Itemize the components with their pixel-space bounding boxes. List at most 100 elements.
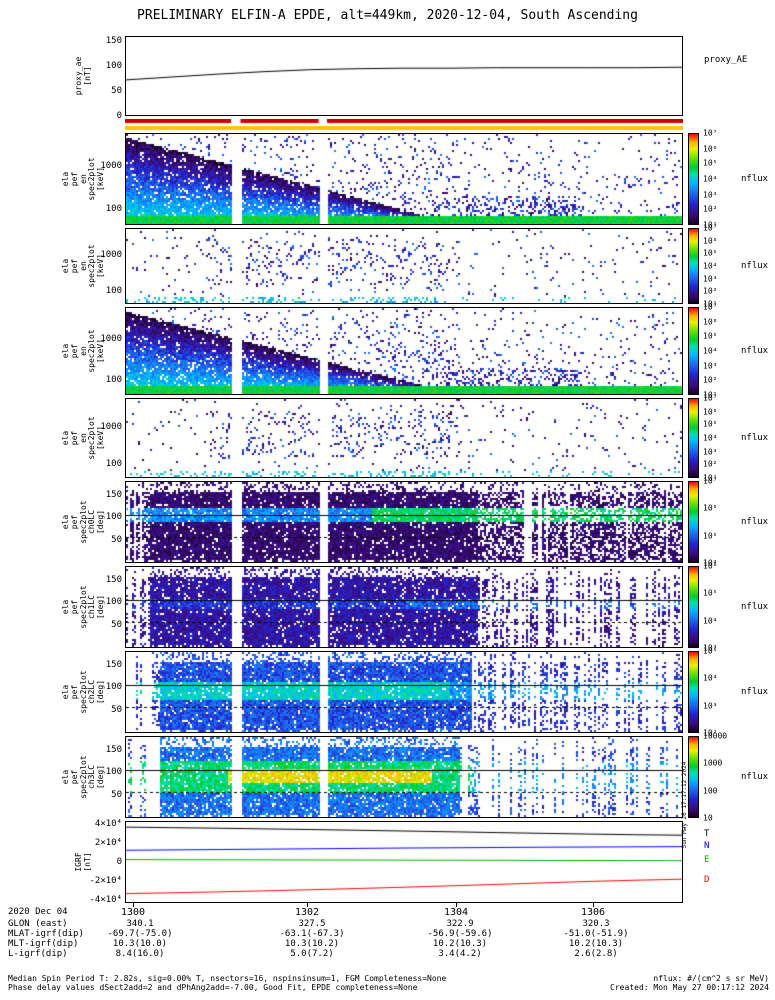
igrf-series-label-e: E [704, 855, 710, 866]
colorbar-title: nflux [741, 687, 769, 697]
y-tick-label: 50 [111, 86, 122, 97]
x-tick-mark [456, 903, 457, 907]
colorbar-tick-label: 10¹ [703, 473, 718, 483]
colorbar-title: nflux [741, 346, 769, 356]
creation-timestamp-vertical: Sun May 26 17:17:12 2024 [681, 761, 688, 849]
y-tick-label: 50 [111, 620, 122, 631]
colorbar-tick-label: 10⁵ [703, 531, 718, 541]
colorbar-title: nflux [741, 602, 769, 612]
row-value: 5.0(7.2) [290, 949, 334, 959]
y-tick-label: 0 [116, 857, 122, 867]
plot-frame [125, 133, 683, 225]
colorbar [688, 228, 699, 304]
colorbar-tick-label: 10⁷ [703, 223, 718, 233]
colorbar-tick-label: 10 [703, 813, 713, 823]
colorbar [688, 736, 699, 818]
colorbar-tick-label: 10² [703, 286, 718, 296]
pitchangle-spectrogram-chart [126, 737, 682, 817]
y-tick-label: 4×10⁴ [94, 818, 122, 829]
panel-proxy-ae: proxy_ae [nT] 150 100 50 0 proxy_AE [0, 35, 775, 121]
colorbar-tick-label: 10⁷ [703, 302, 718, 312]
y-tick-label: -2×10⁴ [89, 875, 122, 886]
panel-pitchangle-ch3lc: ela pef spec2plot ch3LC [deg] 150 100 50… [0, 732, 775, 823]
igrf-series-label-t: T [704, 829, 710, 840]
colorbar-tick-label: 10⁵ [703, 646, 718, 656]
colorbar-tick-label: 10⁴ [703, 616, 718, 626]
plot-frame [125, 228, 683, 304]
colorbar [688, 481, 699, 563]
colorbar [688, 133, 699, 225]
colorbar-tick-label: 10⁶ [703, 561, 718, 571]
colorbar-title: nflux [741, 174, 769, 184]
colorbar-tick-label: 10⁵ [703, 588, 718, 598]
panel-pitchangle-ch2lc: ela pef spec2plot ch2LC [deg] 150 100 50… [0, 647, 775, 738]
colorbar-tick-label: 10⁴ [703, 174, 718, 184]
row-value: 8.4(16.0) [115, 949, 165, 959]
y-tick-label: 100 [105, 597, 122, 608]
row-label-mlt: MLT-igrf(dip) [8, 939, 79, 949]
row-value: 10.3(10.0) [112, 939, 168, 949]
y-tick-label: 0 [116, 111, 122, 121]
row-label-mlat: MLAT-igrf(dip) [8, 929, 84, 939]
panel-pitchangle-ch1lc: ela pef spec2plot ch1LC [deg] 150 100 50… [0, 562, 775, 653]
colorbar-tick-label: 10³ [703, 701, 718, 711]
row-value: -51.0(-51.9) [563, 929, 629, 939]
y-tick-label: 50 [111, 790, 122, 801]
date-label: 2020 Dec 04 [8, 907, 68, 917]
colorbar-title: nflux [741, 261, 769, 271]
row-value: -56.9(-59.6) [427, 929, 493, 939]
x-tick-label: 1300 [120, 907, 146, 918]
colorbar-tick-label: 10² [703, 375, 718, 385]
colorbar-tick-label: 10³ [703, 361, 718, 371]
colorbar-tick-label: 10⁵ [703, 331, 718, 341]
proxy-ae-line-chart [126, 37, 682, 115]
row-value: 10.2(10.3) [568, 939, 624, 949]
y-tick-label: 50 [111, 705, 122, 716]
footer-units: nflux: #/(cm^2 s sr MeV) [653, 974, 769, 983]
plot-frame [125, 36, 683, 116]
y-tick-label: 150 [105, 744, 122, 755]
colorbar-tick-label: 10⁴ [703, 558, 718, 568]
colorbar-tick-label: 10⁵ [703, 419, 718, 429]
row-value: 3.4(4.2) [438, 949, 482, 959]
colorbar-tick-label: 10⁷ [703, 476, 718, 486]
panel-quality-flags [0, 119, 775, 131]
plot-frame [125, 821, 683, 903]
y-tick-label: 100 [105, 682, 122, 693]
row-value: 322.9 [446, 919, 474, 929]
pitchangle-spectrogram-chart [126, 567, 682, 647]
y-tick-label: 100 [105, 286, 122, 297]
y-tick-label: 150 [105, 35, 122, 46]
colorbar-tick-label: 10⁴ [703, 261, 718, 271]
colorbar-tick-label: 10⁴ [703, 673, 718, 683]
colorbar-tick-label: 10³ [703, 274, 718, 284]
pitchangle-spectrogram-chart [126, 652, 682, 732]
row-label-lshell: L-igrf(dip) [8, 949, 68, 959]
colorbar [688, 651, 699, 733]
row-value: 2.6(2.8) [574, 949, 618, 959]
y-tick-label: 1000 [100, 421, 122, 432]
colorbar-tick-label: 10⁶ [703, 236, 718, 246]
proxy-ae-series-label: proxy_AE [704, 55, 748, 65]
footer-line-2: Phase delay values dSect2add=2 and dPhAn… [8, 983, 418, 992]
y-tick-label: 1000 [100, 250, 122, 261]
y-tick-label: 2×10⁴ [94, 838, 122, 849]
row-value: -63.1(-67.3) [279, 929, 345, 939]
plot-frame [125, 736, 683, 818]
colorbar-title: nflux [741, 433, 769, 443]
y-tick-label: 100 [105, 204, 122, 215]
row-value: 320.3 [582, 919, 610, 929]
plot-frame [125, 307, 683, 395]
colorbar-tick-label: 10² [703, 459, 718, 469]
y-tick-label: 50 [111, 535, 122, 546]
x-tick-mark [133, 903, 134, 907]
y-tick-label: 100 [105, 61, 122, 72]
row-value: 327.5 [298, 919, 326, 929]
energy-spectrogram-chart [126, 134, 682, 224]
row-value: 10.2(10.3) [432, 939, 488, 949]
pitchangle-spectrogram-chart [126, 482, 682, 562]
plot-frame [125, 481, 683, 563]
colorbar-title: nflux [741, 517, 769, 527]
colorbar-tick-label: 10⁶ [703, 317, 718, 327]
